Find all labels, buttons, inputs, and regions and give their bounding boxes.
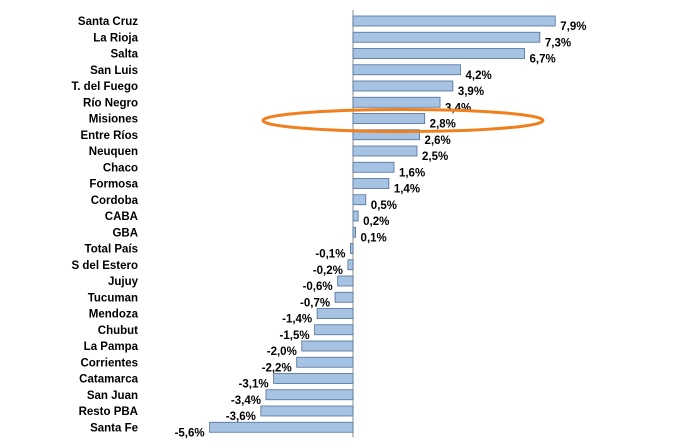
bar <box>273 373 354 384</box>
bar <box>352 80 454 92</box>
category-label: T. del Fuego <box>72 81 138 93</box>
category-label: Formosa <box>89 179 138 191</box>
value-label: 3,4% <box>445 102 471 114</box>
bar <box>314 324 354 336</box>
bar <box>352 64 461 76</box>
category-label: Chubut <box>98 325 138 337</box>
category-label: Tucuman <box>88 292 138 304</box>
category-label: Río Negro <box>83 97 138 109</box>
bar <box>350 243 354 254</box>
category-label: La Rioja <box>93 32 138 44</box>
value-label: -0,1% <box>315 249 345 261</box>
bar <box>352 161 395 173</box>
value-label: -0,2% <box>313 265 343 277</box>
bar <box>334 291 354 303</box>
category-label: Entre Ríos <box>80 130 138 142</box>
bar <box>352 15 556 27</box>
bar <box>352 210 359 222</box>
value-label: -1,5% <box>280 330 310 342</box>
bar <box>352 113 426 124</box>
category-label: S del Estero <box>72 260 138 272</box>
bar <box>352 145 418 157</box>
bar <box>352 48 525 59</box>
value-label: -5,6% <box>175 427 205 439</box>
bar <box>337 275 354 287</box>
category-label: Corrientes <box>80 357 138 369</box>
category-label: San Luis <box>90 65 138 77</box>
bar <box>352 129 420 141</box>
category-label: San Juan <box>87 390 138 402</box>
category-label: CABA <box>105 211 138 223</box>
bar <box>352 31 541 43</box>
value-label: -0,6% <box>303 281 333 293</box>
value-label: 2,8% <box>430 119 456 131</box>
bar <box>301 340 354 352</box>
value-label: -2,0% <box>267 346 297 358</box>
category-label: Resto PBA <box>79 406 138 418</box>
category-label: Santa Cruz <box>78 16 138 28</box>
bar <box>347 259 354 271</box>
value-label: 0,1% <box>361 232 387 244</box>
value-label: 4,2% <box>466 70 492 82</box>
value-label: -3,6% <box>226 411 256 423</box>
category-label: Neuquen <box>89 146 138 158</box>
category-label: Total País <box>85 244 138 256</box>
value-label: -0,7% <box>300 297 330 309</box>
value-label: -3,4% <box>231 395 261 407</box>
category-label: Jujuy <box>108 276 139 288</box>
bar <box>296 356 354 368</box>
bar <box>209 421 354 433</box>
value-label: 0,5% <box>371 200 397 212</box>
value-label: -1,4% <box>282 314 312 326</box>
value-label: 2,5% <box>422 151 448 163</box>
bar <box>352 96 441 108</box>
value-label: 3,9% <box>458 86 484 98</box>
bar <box>352 178 390 189</box>
bar <box>352 194 367 206</box>
value-label: 1,4% <box>394 184 420 196</box>
value-label: 2,6% <box>425 135 451 147</box>
category-label: La Pampa <box>84 341 139 353</box>
value-label: 0,2% <box>363 216 389 228</box>
value-label: -2,2% <box>262 362 292 374</box>
category-label: Salta <box>111 49 139 61</box>
category-label: Mendoza <box>89 309 139 321</box>
value-label: 7,3% <box>545 37 571 49</box>
category-label: Santa Fe <box>90 422 138 434</box>
bar <box>316 308 354 319</box>
value-label: 6,7% <box>530 54 556 66</box>
category-label: Cordoba <box>91 195 139 207</box>
bar <box>352 226 356 238</box>
category-label: GBA <box>112 227 138 239</box>
category-label: Catamarca <box>79 374 138 386</box>
bar <box>265 389 354 401</box>
value-label: -3,1% <box>239 379 269 391</box>
category-label: Chaco <box>103 162 138 174</box>
bar <box>260 405 354 417</box>
value-label: 1,6% <box>399 167 425 179</box>
category-label: Misiones <box>89 114 138 126</box>
highlight-ellipse <box>261 108 545 133</box>
value-label: 7,9% <box>560 21 586 33</box>
